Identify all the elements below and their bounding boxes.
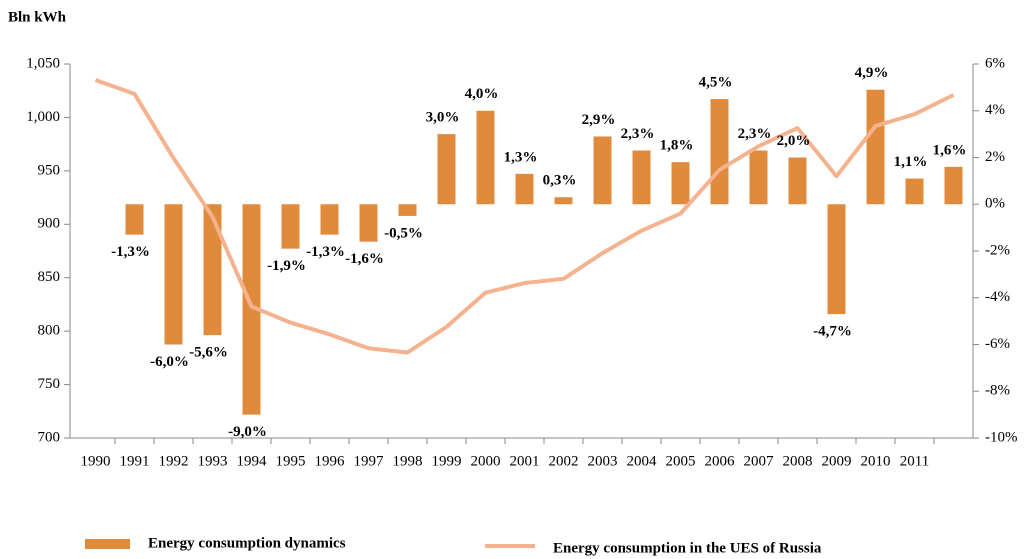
y2-tick-label: 4% [985, 102, 1005, 118]
data-label: 0,3% [543, 173, 577, 189]
data-label: 1,3% [504, 149, 538, 165]
x-tick-label: 2006 [705, 453, 736, 469]
y-tick-label: 950 [38, 162, 61, 178]
x-tick-label: 1995 [276, 453, 306, 469]
bar [866, 89, 885, 205]
x-tick-label: 2000 [471, 453, 501, 469]
y2-tick-label: 2% [985, 149, 1005, 165]
bar [788, 157, 807, 205]
line [94, 78, 955, 355]
x-tick-label: 1993 [198, 453, 228, 469]
data-label: 2,3% [621, 126, 655, 142]
x-tick-label: 1996 [315, 453, 346, 469]
data-label: -1,6% [345, 251, 384, 267]
x-tick-label: 1991 [120, 453, 150, 469]
x-tick-label: 2010 [861, 453, 891, 469]
y-tick-label: 1,050 [26, 55, 60, 71]
x-tick-label: 2003 [588, 453, 618, 469]
bar [515, 173, 534, 205]
data-label: -9,0% [228, 424, 267, 440]
data-label: -4,7% [813, 324, 852, 340]
y2-tick-label: -10% [985, 429, 1018, 445]
x-tick-label: 2001 [510, 453, 540, 469]
data-label: 1,8% [660, 138, 694, 154]
x-tick-label: 2007 [744, 453, 775, 469]
data-label: -6,0% [150, 354, 189, 370]
y2-tick-label: 6% [985, 55, 1005, 71]
bar [242, 204, 261, 415]
bar [164, 204, 183, 345]
bar [125, 204, 144, 235]
x-tick-label: 2005 [666, 453, 696, 469]
bar [476, 110, 495, 205]
y2-tick-label: 0% [985, 196, 1005, 212]
data-label: -5,6% [189, 345, 228, 361]
x-tick-label: 2008 [783, 453, 813, 469]
legend-swatch [85, 539, 130, 549]
y-tick-label: 1,000 [26, 109, 60, 125]
y2-tick-label: -8% [985, 383, 1010, 399]
data-label: -1,9% [267, 258, 306, 274]
bar [203, 204, 222, 336]
legend-label: Energy consumption in the UES of Russia [553, 540, 822, 556]
legend-label: Energy consumption dynamics [148, 535, 346, 551]
bar [671, 162, 690, 205]
bar [320, 204, 339, 235]
y2-tick-label: -4% [985, 289, 1010, 305]
y-tick-label: 750 [38, 376, 61, 392]
bar [281, 204, 300, 249]
x-tick-label: 1997 [354, 453, 385, 469]
y-tick-label: 900 [38, 216, 61, 232]
data-label: 3,0% [426, 110, 460, 126]
data-label: 4,9% [855, 65, 889, 81]
data-label: 4,5% [699, 75, 733, 91]
data-label: 2,0% [777, 133, 811, 149]
bar [905, 178, 924, 205]
bar [749, 150, 768, 205]
bar [593, 136, 612, 205]
bar [554, 197, 573, 205]
x-tick-label: 2011 [900, 453, 929, 469]
bar [827, 204, 846, 315]
y2-tick-label: -6% [985, 336, 1010, 352]
y-tick-label: 800 [38, 323, 61, 339]
x-tick-label: 2002 [549, 453, 579, 469]
x-tick-label: 1994 [237, 453, 268, 469]
bar [359, 204, 378, 242]
data-label: -1,3% [306, 244, 345, 260]
y2-tick-label: -2% [985, 242, 1010, 258]
bar [632, 150, 651, 205]
y-axis-label: Bln kWh [8, 9, 67, 25]
data-label: -0,5% [384, 225, 423, 241]
data-label: 2,9% [582, 112, 616, 128]
data-label: 2,3% [738, 126, 772, 142]
x-tick-label: 2004 [627, 453, 658, 469]
data-label: -1,3% [111, 244, 150, 260]
x-tick-label: 1999 [432, 453, 462, 469]
bar [944, 166, 963, 205]
bar [437, 134, 456, 205]
x-tick-label: 1998 [393, 453, 423, 469]
x-tick-label: 1992 [159, 453, 189, 469]
data-label: 1,6% [933, 142, 967, 158]
y-tick-label: 700 [38, 429, 61, 445]
bar [710, 99, 729, 205]
bar [398, 204, 417, 216]
y-tick-label: 850 [38, 269, 61, 285]
x-tick-label: 2009 [822, 453, 852, 469]
x-tick-label: 1990 [81, 453, 111, 469]
data-label: 4,0% [465, 86, 499, 102]
data-label: 1,1% [894, 154, 928, 170]
